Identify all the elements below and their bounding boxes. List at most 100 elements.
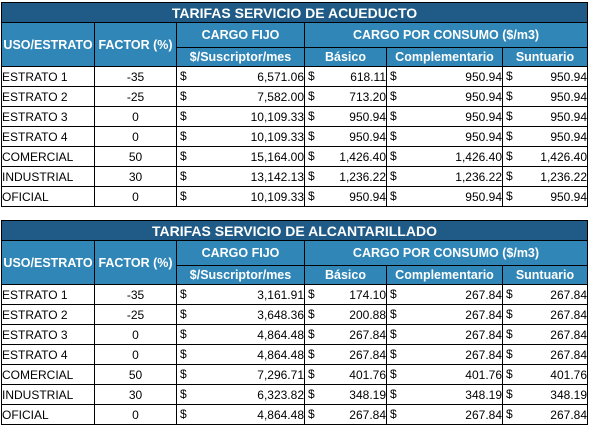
currency-symbol: $: [506, 149, 513, 163]
cell-uso: COMERCIAL: [1, 364, 95, 385]
value: 713.20: [349, 89, 386, 104]
value: 950.94: [465, 189, 502, 204]
value: 950.94: [349, 129, 386, 144]
cell-complementario: $348.19: [386, 384, 503, 405]
cell-uso: ESTRATO 4: [1, 126, 95, 147]
cell-complementario: $1,426.40: [386, 146, 503, 167]
value: 267.84: [465, 307, 502, 322]
cell-cargo-fijo: $6,571.06: [176, 66, 305, 87]
currency-symbol: $: [180, 69, 187, 83]
value: 4,864.48: [257, 407, 304, 422]
currency-symbol: $: [390, 69, 397, 83]
cell-cargo-fijo: $4,864.48: [176, 344, 305, 365]
alcantarillado-table: TARIFAS SERVICIO DE ALCANTARILLADO USO/E…: [1, 220, 588, 425]
value: 401.76: [465, 367, 502, 382]
value: 950.94: [550, 69, 588, 84]
cell-uso: ESTRATO 2: [1, 304, 95, 325]
cell-complementario: $950.94: [386, 106, 503, 127]
currency-symbol: $: [180, 387, 187, 401]
cell-basico: $1,426.40: [304, 146, 387, 167]
currency-symbol: $: [390, 109, 397, 123]
currency-symbol: $: [506, 347, 513, 361]
currency-symbol: $: [180, 149, 187, 163]
currency-symbol: $: [506, 129, 513, 143]
currency-symbol: $: [390, 169, 397, 183]
cell-basico: $950.94: [304, 126, 387, 147]
cell-uso: ESTRATO 3: [1, 324, 95, 345]
value: 950.94: [465, 69, 502, 84]
currency-symbol: $: [180, 189, 187, 203]
value: 6,571.06: [257, 69, 304, 84]
currency-symbol: $: [180, 407, 187, 421]
cell-basico: $267.84: [304, 324, 387, 345]
cell-suntuario: $267.84: [502, 344, 588, 365]
header-uso-estrato: USO/ESTRATO: [1, 22, 95, 67]
value: 267.84: [465, 347, 502, 362]
cell-cargo-fijo: $7,296.71: [176, 364, 305, 385]
header-complementario: Complementario: [386, 265, 503, 285]
value: 267.84: [349, 407, 386, 422]
currency-symbol: $: [308, 89, 315, 103]
currency-symbol: $: [506, 89, 513, 103]
header-suntuario: Suntuario: [502, 265, 588, 285]
cell-suntuario: $267.84: [502, 324, 588, 345]
cell-uso: ESTRATO 4: [1, 344, 95, 365]
cell-basico: $267.84: [304, 344, 387, 365]
table-title: TARIFAS SERVICIO DE ACUEDUCTO: [0, 2, 589, 23]
cell-uso: ESTRATO 1: [1, 284, 95, 305]
value: 267.84: [550, 287, 587, 302]
cell-suntuario: $950.94: [501, 66, 589, 87]
cell-suntuario: $950.94: [501, 186, 589, 207]
table-row: ESTRATO 4 0 $10,109.33 $950.94 $950.94 $…: [1, 126, 589, 147]
currency-symbol: $: [390, 347, 397, 361]
cell-uso: ESTRATO 3: [1, 106, 95, 127]
currency-symbol: $: [180, 347, 187, 361]
currency-symbol: $: [308, 307, 315, 321]
cell-cargo-fijo: $7,582.00: [176, 86, 305, 107]
header-cargo-consumo: CARGO POR CONSUMO ($/m3): [304, 240, 588, 266]
cell-cargo-fijo: $15,164.00: [176, 146, 305, 167]
currency-symbol: $: [390, 327, 397, 341]
cell-suntuario: $1,426.40: [501, 146, 589, 167]
acueducto-table: TARIFAS SERVICIO DE ACUEDUCTO USO/ESTRAT…: [0, 2, 589, 207]
value: 267.84: [550, 347, 587, 362]
currency-symbol: $: [506, 169, 513, 183]
value: 348.19: [465, 387, 502, 402]
cell-uso: ESTRATO 1: [1, 66, 95, 87]
table-row: OFICIAL 0 $10,109.33 $950.94 $950.94 $95…: [1, 186, 589, 207]
table-row: ESTRATO 2 -25 $7,582.00 $713.20 $950.94 …: [1, 86, 589, 107]
value: 1,236.22: [540, 169, 588, 184]
currency-symbol: $: [180, 169, 187, 183]
value: 950.94: [550, 89, 588, 104]
currency-symbol: $: [506, 387, 513, 401]
cell-complementario: $267.84: [386, 284, 503, 305]
cell-factor: 0: [94, 404, 177, 425]
currency-symbol: $: [180, 109, 187, 123]
currency-symbol: $: [180, 89, 187, 103]
cell-basico: $713.20: [304, 86, 387, 107]
cell-uso: INDUSTRIAL: [1, 166, 95, 187]
cell-complementario: $950.94: [386, 86, 503, 107]
currency-symbol: $: [180, 129, 187, 143]
cell-factor: 0: [94, 186, 177, 207]
currency-symbol: $: [180, 327, 187, 341]
currency-symbol: $: [308, 69, 315, 83]
table-row: ESTRATO 3 0 $4,864.48 $267.84 $267.84 $2…: [1, 324, 588, 345]
value: 1,426.40: [540, 149, 588, 164]
currency-symbol: $: [390, 129, 397, 143]
header-basico: Básico: [304, 47, 387, 67]
cell-uso: INDUSTRIAL: [1, 384, 95, 405]
cell-basico: $200.88: [304, 304, 387, 325]
currency-symbol: $: [308, 109, 315, 123]
header-cargo-fijo: CARGO FIJO: [176, 240, 305, 266]
cell-suntuario: $950.94: [501, 106, 589, 127]
value: 950.94: [465, 89, 502, 104]
value: 950.94: [465, 129, 502, 144]
cell-suntuario: $950.94: [501, 126, 589, 147]
value: 267.84: [550, 407, 587, 422]
currency-symbol: $: [308, 149, 315, 163]
cell-basico: $348.19: [304, 384, 387, 405]
cell-suntuario: $267.84: [502, 404, 588, 425]
value: 950.94: [550, 109, 588, 124]
currency-symbol: $: [308, 169, 315, 183]
